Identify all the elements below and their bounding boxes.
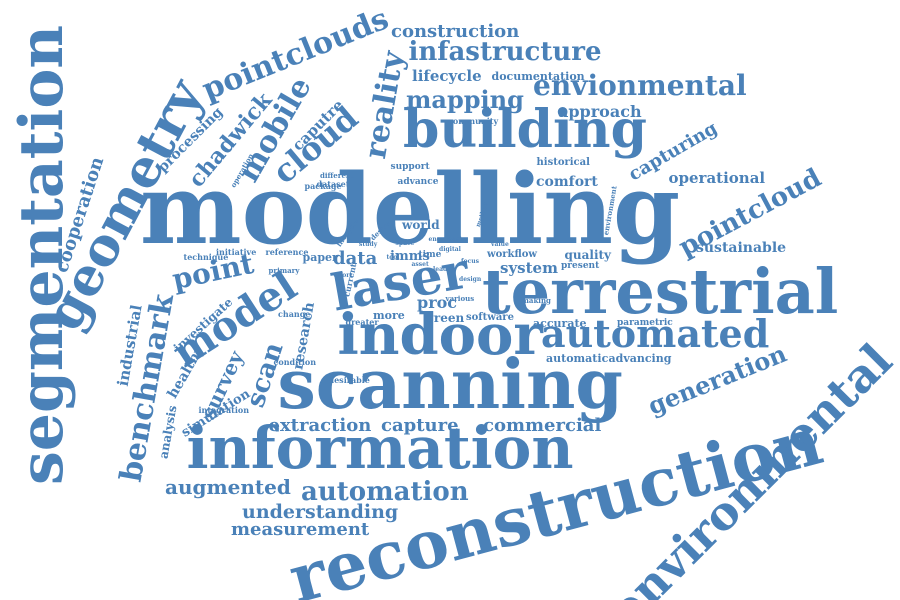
word-tool: tool — [387, 255, 400, 261]
word-more: more — [373, 310, 405, 321]
word-primary: primary — [269, 267, 300, 274]
word-asset: asset — [412, 262, 429, 268]
word-present: present — [561, 262, 599, 271]
word-community: community — [448, 117, 498, 125]
word-approach: approach — [558, 104, 642, 120]
word-value: value — [491, 242, 509, 248]
word-integration: integration — [199, 406, 250, 414]
word-green: green — [426, 312, 465, 324]
word-augmented: augmented — [165, 477, 291, 497]
word-extraction: extraction — [269, 417, 372, 435]
word-mapping: mapping — [406, 88, 524, 112]
word-condition: condition — [274, 358, 317, 366]
word-technique: technique — [184, 253, 229, 261]
word-package: package — [305, 182, 342, 190]
word-lifecycle: lifecycle — [412, 69, 482, 84]
word-capture: capture — [381, 417, 459, 435]
word-construction: construction — [391, 23, 519, 41]
word-space: space — [396, 241, 415, 247]
word-change: change — [278, 310, 310, 318]
word-design: design — [459, 277, 481, 283]
word-software: software — [466, 313, 514, 323]
word-lead: lead — [433, 267, 447, 273]
word-comfort: comfort — [536, 175, 598, 189]
word-effort: effort — [334, 273, 353, 279]
word-focus: focus — [461, 259, 479, 265]
word-digital: digital — [439, 247, 461, 253]
word-quality: quality — [565, 249, 612, 261]
word-making: making — [522, 297, 551, 304]
word-commercial: commercial — [483, 417, 601, 435]
word-various: various — [446, 295, 475, 302]
word-accurate: accurate — [533, 318, 587, 329]
word-advance: advance — [398, 178, 439, 187]
word-historical: historical — [537, 158, 590, 168]
word-different: different — [320, 172, 354, 179]
word-state: state — [450, 237, 467, 243]
word-documentation: documentation — [492, 71, 585, 82]
word-world: world — [402, 219, 440, 231]
word-sustainable: sustainable — [696, 241, 786, 255]
word-reference: reference — [266, 248, 309, 256]
word-time: time — [419, 251, 442, 260]
word-infastructure: infastructure — [409, 39, 602, 65]
word-desirable: desirable — [329, 376, 370, 384]
word-support: support — [391, 163, 430, 172]
word-workflow: workflow — [487, 250, 537, 260]
word-parametric: parametric — [617, 319, 673, 328]
word-measurement: measurement — [231, 521, 369, 539]
word-advancing: advancing — [609, 353, 672, 364]
word-operational: operational — [669, 171, 766, 186]
word-automatic: automatic — [546, 353, 608, 364]
word-energy: energy — [429, 237, 452, 243]
word-study: study — [359, 242, 377, 248]
word-system: system — [500, 261, 558, 276]
